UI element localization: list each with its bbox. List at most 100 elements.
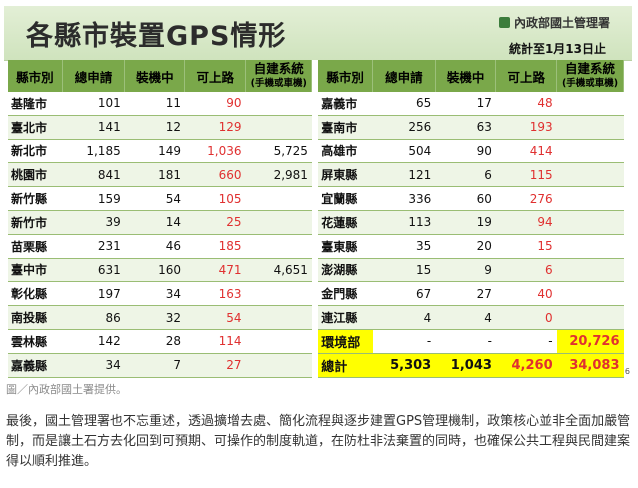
- total-cell: 336: [372, 186, 436, 211]
- self-cell: [245, 353, 312, 378]
- total-cell: 101: [62, 92, 125, 116]
- county-cell: 雲林縣: [8, 329, 63, 354]
- installing-cell: 20: [435, 234, 496, 259]
- total-cell: 5,303: [372, 353, 436, 378]
- county-cell: 金門縣: [318, 281, 373, 307]
- total-cell: 142: [62, 329, 125, 354]
- agency-label: 內政部國土管理署: [498, 14, 610, 31]
- header-installing: 裝機中: [124, 60, 186, 92]
- header-ready: 可上路: [184, 60, 247, 92]
- self-cell: [556, 281, 624, 307]
- county-cell: 花蓮縣: [318, 210, 373, 235]
- table-row: 新竹縣 159 54 105 宜蘭縣 336 60 276: [8, 186, 624, 211]
- total-cell: 256: [372, 115, 436, 140]
- installing-cell: 1,043: [435, 353, 496, 378]
- installing-cell: -: [435, 329, 496, 354]
- installing-cell: 11: [124, 92, 185, 116]
- agency-name: 內政部國土管理署: [513, 16, 610, 30]
- slide-title: 各縣市裝置GPS情形: [26, 21, 287, 52]
- header-total: 總申請: [62, 60, 126, 92]
- ready-cell: 163: [184, 281, 246, 307]
- ready-cell: 54: [184, 305, 246, 330]
- ready-cell: 0: [495, 305, 557, 330]
- county-cell: 新竹縣: [8, 186, 63, 211]
- ready-cell: 414: [495, 139, 557, 164]
- county-cell: 新竹市: [8, 210, 63, 235]
- county-cell: 嘉義市: [318, 92, 373, 116]
- county-cell: 臺中市: [8, 258, 63, 283]
- table-row: 苗栗縣 231 46 185 臺東縣 35 20 15: [8, 234, 624, 259]
- header-county-2: 縣市別: [318, 60, 374, 92]
- table-row: 彰化縣 197 34 163 金門縣 67 27 40: [8, 281, 624, 307]
- self-cell: [556, 258, 624, 283]
- total-cell: 65: [372, 92, 436, 116]
- total-cell: 35: [372, 234, 436, 259]
- installing-cell: 17: [435, 92, 496, 116]
- county-cell: 宜蘭縣: [318, 186, 373, 211]
- header-selfbuilt-2: 自建系統 (手機或車機): [556, 60, 624, 92]
- header-installing-2: 裝機中: [435, 60, 497, 92]
- self-cell: [245, 210, 312, 235]
- county-cell: 苗栗縣: [8, 234, 63, 259]
- total-cell: 113: [372, 210, 436, 235]
- county-cell: 臺東縣: [318, 234, 373, 259]
- total-cell: 231: [62, 234, 125, 259]
- table-row: 嘉義縣 34 7 27 總計 5,303 1,043 4,260 34,083: [8, 353, 624, 378]
- county-cell: 新北市: [8, 139, 63, 164]
- self-cell: [556, 115, 624, 140]
- header-selfbuilt: 自建系統 (手機或車機): [245, 60, 313, 92]
- total-cell: 141: [62, 115, 125, 140]
- self-cell: [556, 186, 624, 211]
- header-selfbuilt-sub: (手機或車機): [250, 78, 307, 89]
- self-cell: 20,726: [556, 329, 624, 354]
- table-row: 南投縣 86 32 54 連江縣 4 4 0: [8, 305, 624, 330]
- self-cell: [556, 139, 624, 164]
- ready-cell: 4,260: [495, 353, 557, 378]
- installing-cell: 54: [124, 186, 185, 211]
- self-cell: [556, 210, 624, 235]
- self-cell: 5,725: [245, 139, 312, 164]
- self-cell: [245, 92, 312, 116]
- ready-cell: 276: [495, 186, 557, 211]
- article-paragraph: 最後，國土管理署也不忘重述，透過擴增去處、簡化流程與逐步建置GPS管理機制，政策…: [6, 414, 631, 469]
- total-cell: 34: [62, 353, 125, 378]
- self-cell: [245, 234, 312, 259]
- total-cell: -: [372, 329, 436, 354]
- self-cell: 4,651: [245, 258, 312, 283]
- installing-cell: 160: [124, 258, 185, 283]
- county-cell: 嘉義縣: [8, 353, 63, 378]
- self-cell: [245, 305, 312, 330]
- header-ready-2: 可上路: [495, 60, 558, 92]
- header-total-2: 總申請: [372, 60, 436, 92]
- county-cell: 臺北市: [8, 115, 63, 140]
- ready-cell: 25: [184, 210, 246, 235]
- installing-cell: 7: [124, 353, 185, 378]
- header-selfbuilt-label: 自建系統: [253, 61, 304, 76]
- self-cell: [556, 92, 624, 116]
- self-cell: 34,083: [556, 353, 624, 378]
- gps-table: 縣市別 總申請 裝機中 可上路 自建系統 (手機或車機) 縣市別 總申請 裝機中…: [8, 60, 624, 378]
- total-cell: 504: [372, 139, 436, 164]
- ready-cell: -: [495, 329, 557, 354]
- stat-date: 統計至1月13日止: [508, 42, 606, 56]
- total-cell: 15: [372, 258, 436, 283]
- ready-cell: 129: [184, 115, 246, 140]
- county-cell: 彰化縣: [8, 281, 63, 307]
- title-band: 各縣市裝置GPS情形 內政部國土管理署 統計至1月13日止: [4, 6, 632, 61]
- installing-cell: 181: [124, 162, 185, 188]
- ready-cell: 185: [184, 234, 246, 259]
- table-header-row: 縣市別 總申請 裝機中 可上路 自建系統 (手機或車機) 縣市別 總申請 裝機中…: [8, 60, 624, 92]
- self-cell: 2,981: [245, 162, 312, 188]
- county-cell: 屏東縣: [318, 162, 373, 188]
- total-cell: 121: [372, 162, 436, 188]
- installing-cell: 34: [124, 281, 185, 307]
- self-cell: [245, 115, 312, 140]
- table-row: 新北市 1,185 149 1,036 5,725 高雄市 504 90 414: [8, 139, 624, 164]
- installing-cell: 90: [435, 139, 496, 164]
- installing-cell: 9: [435, 258, 496, 283]
- installing-cell: 19: [435, 210, 496, 235]
- ready-cell: 48: [495, 92, 557, 116]
- total-cell: 67: [372, 281, 436, 307]
- total-cell: 631: [62, 258, 125, 283]
- ready-cell: 6: [495, 258, 557, 283]
